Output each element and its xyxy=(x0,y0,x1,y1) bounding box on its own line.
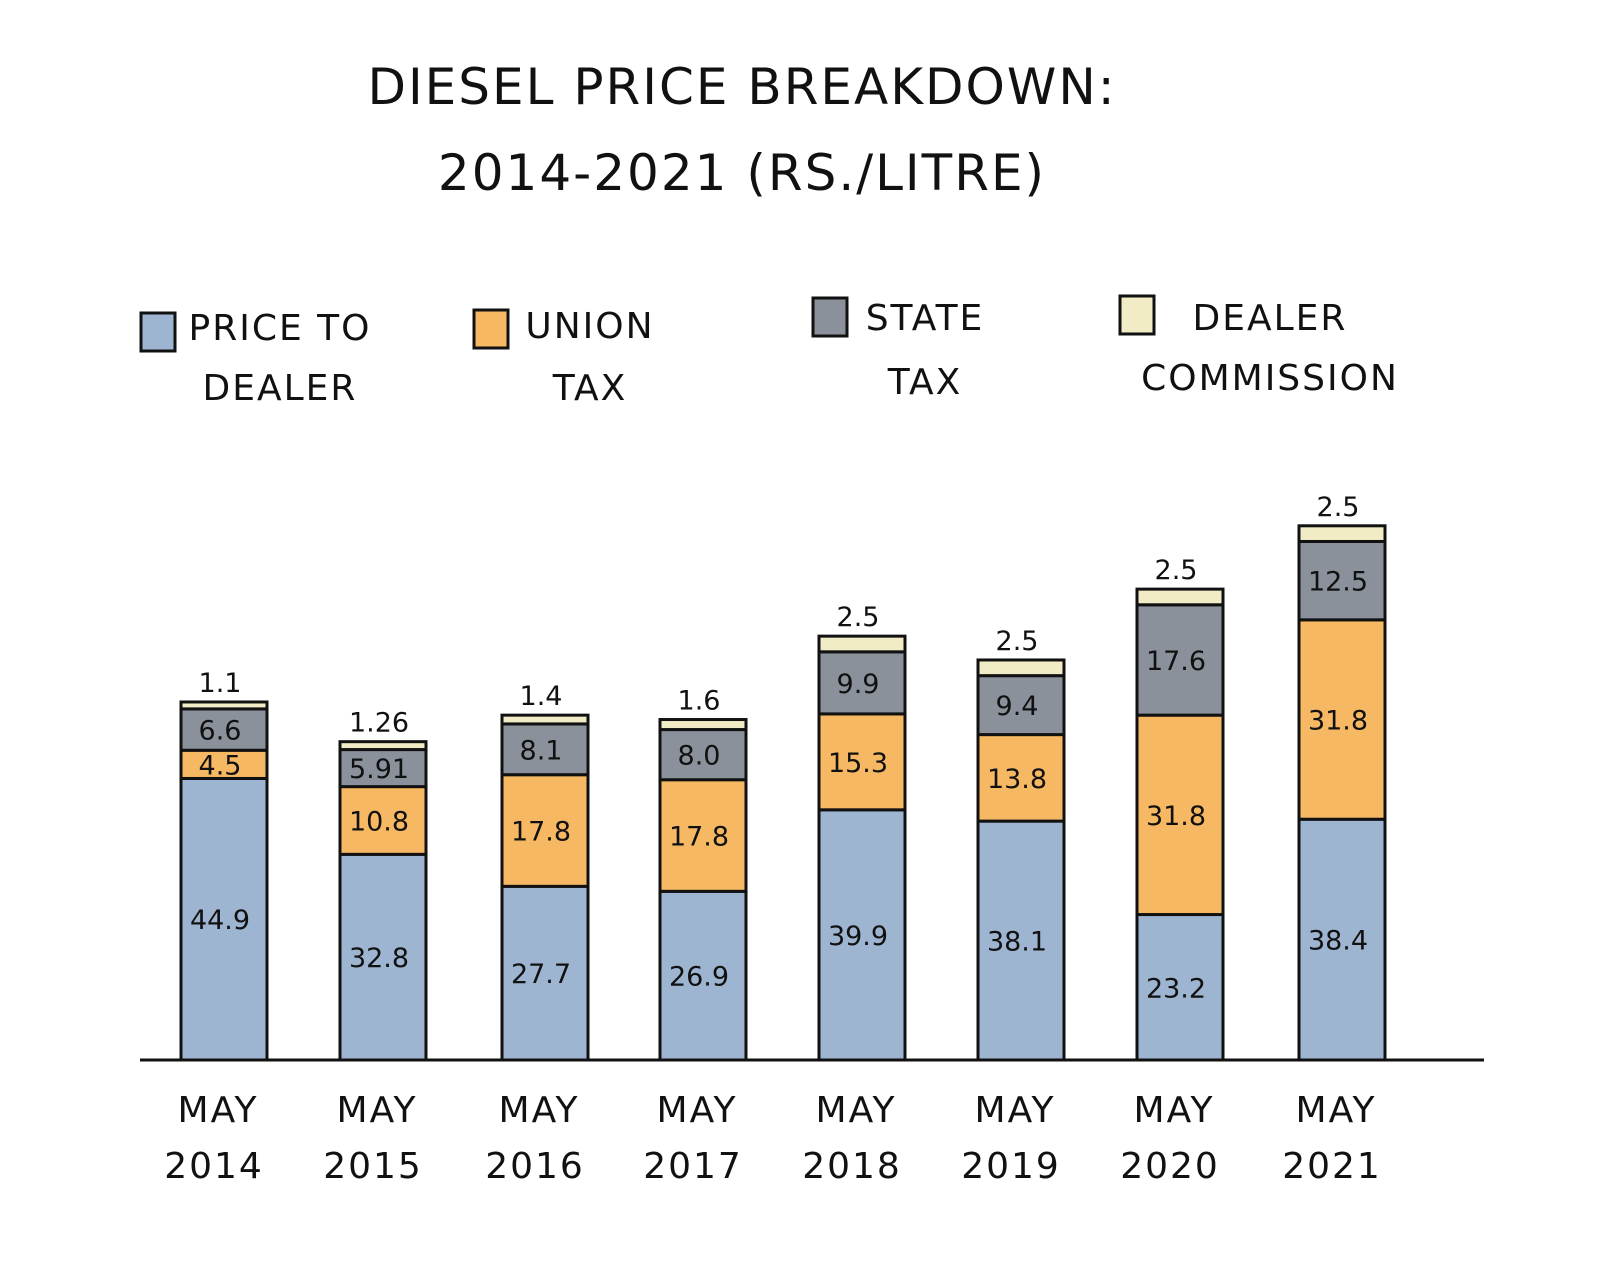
category-label-month: MAY xyxy=(1134,1090,1215,1131)
value-label: 2.5 xyxy=(1155,555,1198,586)
category-labels: MAY 2014 MAY 2015 MAY 2016 MAY 2017 MAY 2018 MAY 20… xyxy=(164,1090,1382,1187)
value-label: 17.8 xyxy=(511,817,571,848)
legend-swatch xyxy=(1118,294,1156,336)
category-label-year: 2014 xyxy=(164,1146,264,1187)
value-label: 6.6 xyxy=(199,716,242,747)
category-label-month: MAY xyxy=(1296,1090,1377,1131)
category-label-year: 2018 xyxy=(802,1146,902,1187)
category-label-year: 2016 xyxy=(485,1146,585,1187)
value-label: 4.5 xyxy=(199,750,242,781)
bar-segment xyxy=(500,713,590,726)
value-label: 1.1 xyxy=(199,668,242,699)
bar-segment xyxy=(338,852,428,1062)
legend-label-line-2: TAX xyxy=(552,368,627,409)
bar-segment xyxy=(500,773,590,888)
legend-label-line-2: TAX xyxy=(887,362,962,403)
chart-title-line-1: DIESEL PRICE BREAKDOWN: xyxy=(367,58,1116,116)
value-label: 38.4 xyxy=(1308,926,1368,957)
legend-swatch xyxy=(139,311,177,353)
value-label: 17.6 xyxy=(1146,646,1206,677)
bar-segment xyxy=(976,674,1066,737)
value-label: 8.1 xyxy=(520,735,563,766)
legend-swatch xyxy=(472,308,510,350)
bar-segment xyxy=(338,740,428,752)
bar-segment xyxy=(1297,524,1387,543)
bar-segment xyxy=(1135,587,1225,607)
category-label-year: 2015 xyxy=(323,1146,423,1187)
legend-label-line-1: STATE xyxy=(866,298,985,339)
bar-segment xyxy=(817,712,907,812)
bar-segment xyxy=(179,700,269,711)
bar-segment xyxy=(658,718,748,732)
value-label: 2.5 xyxy=(837,602,880,633)
value-labels: 44.9 4.56.6 1.1 32.8 10.8 5.91 1.26 27.7 17.8 8.1… xyxy=(190,492,1368,1004)
bar-segment xyxy=(817,808,907,1062)
bar-segment xyxy=(179,776,269,1062)
chart-title: DIESEL PRICE BREAKDOWN: 2014-2021 (RS./L… xyxy=(367,58,1116,202)
value-label: 2.5 xyxy=(996,626,1039,657)
category-label-year: 2020 xyxy=(1120,1146,1220,1187)
category-label-month: MAY xyxy=(816,1090,897,1131)
category-label-month: MAY xyxy=(337,1090,418,1131)
bar-segment xyxy=(1135,713,1225,917)
value-label: 31.8 xyxy=(1308,706,1368,737)
value-label: 13.8 xyxy=(987,764,1047,795)
value-label: 9.9 xyxy=(837,669,880,700)
category-label-year: 2017 xyxy=(643,1146,743,1187)
value-label: 38.1 xyxy=(987,927,1047,958)
value-label: 10.8 xyxy=(349,806,409,837)
value-label: 12.5 xyxy=(1308,567,1368,598)
value-label: 9.4 xyxy=(996,691,1039,722)
legend-label-line-1: PRICE TO xyxy=(189,308,372,349)
value-label: 23.2 xyxy=(1146,973,1206,1004)
bar-segment xyxy=(338,748,428,789)
category-label-month: MAY xyxy=(657,1090,738,1131)
legend-label-line-1: DEALER xyxy=(1193,298,1348,339)
value-label: 1.26 xyxy=(349,708,409,739)
value-label: 32.8 xyxy=(349,943,409,974)
bar-segment xyxy=(976,733,1066,823)
value-label: 5.91 xyxy=(349,754,409,785)
value-label: 1.4 xyxy=(520,681,563,712)
value-label: 8.0 xyxy=(678,741,721,772)
category-label-year: 2021 xyxy=(1282,1146,1382,1187)
value-label: 27.7 xyxy=(511,959,571,990)
category-label-year: 2019 xyxy=(961,1146,1061,1187)
chart-title-line-2: 2014-2021 (RS./LITRE) xyxy=(438,144,1046,202)
value-label: 17.8 xyxy=(669,822,729,853)
bars xyxy=(179,524,1387,1062)
bar-segment xyxy=(500,722,590,777)
category-label-month: MAY xyxy=(178,1090,259,1131)
value-label: 15.3 xyxy=(828,748,888,779)
legend-label-line-2: COMMISSION xyxy=(1141,358,1399,399)
category-label-month: MAY xyxy=(975,1090,1056,1131)
legend-label-line-1: UNION xyxy=(525,306,654,347)
value-label: 26.9 xyxy=(669,962,729,993)
bar-segment xyxy=(817,634,907,654)
legend-swatch xyxy=(811,296,849,338)
bar-segment xyxy=(179,748,269,780)
value-label: 39.9 xyxy=(828,921,888,952)
value-label: 1.6 xyxy=(678,686,721,717)
value-label: 2.5 xyxy=(1317,492,1360,523)
bar-segment xyxy=(658,889,748,1062)
category-label-month: MAY xyxy=(499,1090,580,1131)
legend-label-line-2: DEALER xyxy=(203,368,358,409)
bar-segment xyxy=(976,819,1066,1062)
bar-segment xyxy=(976,658,1066,678)
value-label: 31.8 xyxy=(1146,801,1206,832)
bar-segment xyxy=(1297,618,1387,821)
legend: PRICE TO DEALER UNION TAX STATE TAX DEALER COMM… xyxy=(139,294,1399,409)
value-label: 44.9 xyxy=(190,905,250,936)
